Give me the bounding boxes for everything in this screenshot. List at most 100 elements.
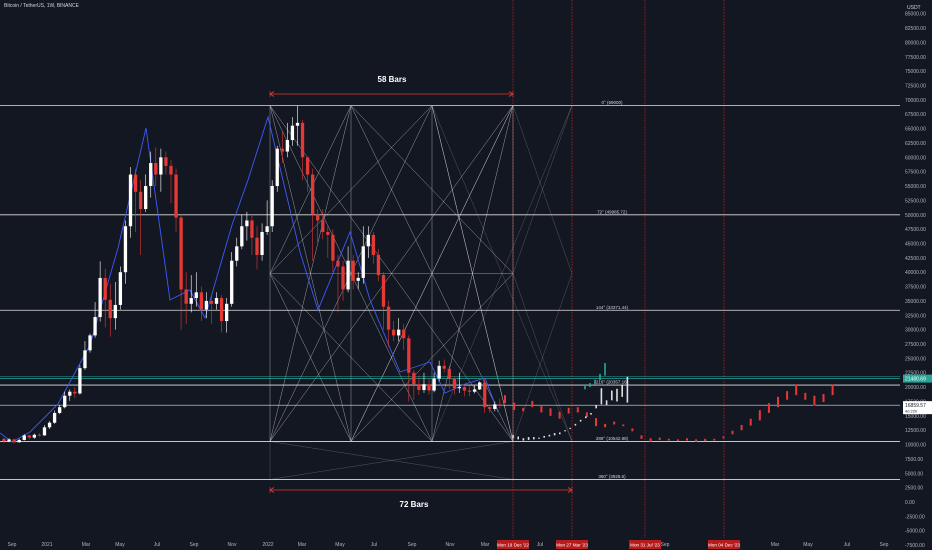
gann-line — [269, 273, 352, 442]
candle-body — [83, 350, 87, 369]
projection-bar — [540, 406, 543, 413]
candle-body — [93, 317, 97, 336]
projection-bar — [604, 423, 607, 428]
price-tick: 37500.00 — [905, 285, 926, 291]
time-tick: Jul — [844, 542, 850, 548]
candle-body — [305, 157, 310, 175]
price-tick: 50000.00 — [905, 213, 926, 219]
projection-bar — [548, 434, 551, 437]
candle-body — [331, 234, 335, 261]
projection-bar — [749, 418, 752, 426]
candle-body — [219, 298, 224, 322]
price-tick: 5000.00 — [905, 471, 923, 477]
projection-bar — [613, 421, 616, 425]
fib-label: 288° (10542.88) — [596, 436, 629, 441]
gann-line — [431, 105, 514, 442]
projection-bar — [595, 418, 597, 427]
price-tick: 82500.00 — [905, 26, 926, 32]
projection-bar — [567, 407, 570, 414]
candle-body — [417, 384, 421, 390]
candle-body — [437, 365, 441, 379]
candle-body — [199, 292, 203, 310]
candle-body — [391, 329, 396, 336]
projection-bar — [740, 425, 743, 431]
time-tick: May — [335, 542, 345, 548]
candle-body — [144, 186, 148, 210]
gann-line — [512, 273, 573, 442]
projection-bar — [786, 391, 789, 400]
projection-bar — [686, 438, 688, 441]
price-tick: 10000.00 — [905, 443, 926, 449]
candle-body — [88, 335, 92, 351]
fib-label: 72° (49985.72) — [597, 209, 627, 214]
projection-bar — [576, 407, 579, 413]
price-tick: 30000.00 — [905, 328, 926, 334]
projection-bar — [512, 434, 514, 439]
price-tick: 7500.00 — [905, 457, 923, 463]
candle-body — [493, 404, 497, 409]
candle-body — [47, 422, 52, 428]
projection-bar — [558, 411, 561, 419]
candle-body — [189, 298, 193, 304]
projection-bar — [649, 438, 652, 442]
candle-body — [356, 277, 360, 281]
projection-bar — [626, 376, 629, 403]
candle-body — [341, 266, 345, 290]
gann-line — [350, 105, 514, 442]
price-tick: 55000.00 — [905, 184, 926, 190]
date-flag-text: Mon 27 Mar '23 — [556, 543, 588, 548]
price-tick: 45000.00 — [905, 241, 926, 247]
candle-body — [250, 220, 254, 238]
candle-body — [452, 378, 456, 389]
projection-bar — [504, 395, 506, 404]
candle-body — [209, 300, 214, 304]
time-tick: Sep — [408, 542, 417, 548]
bars-range-top — [269, 91, 514, 97]
candles — [2, 105, 502, 444]
price-tick: 77500.00 — [905, 55, 926, 61]
candle-body — [427, 384, 431, 391]
projection-bar — [569, 427, 571, 430]
projection-bar — [704, 438, 707, 442]
fib-label: 360° (3928.6) — [598, 474, 626, 479]
candle-body — [275, 148, 279, 187]
candle-body — [265, 226, 269, 232]
price-tick: 42500.00 — [905, 256, 926, 262]
projection-bar — [640, 435, 643, 439]
candle-body — [285, 140, 290, 152]
projection-bar — [590, 412, 592, 415]
projection-bar — [585, 412, 588, 417]
projection-bar — [795, 384, 798, 396]
time-tick: Sep — [880, 542, 889, 548]
candle-body — [371, 234, 376, 255]
time-tick: Nov — [228, 542, 237, 548]
candle-body — [245, 220, 249, 227]
candle-body — [32, 434, 37, 438]
candle-body — [280, 148, 284, 152]
price-tick: 62500.00 — [905, 141, 926, 147]
time-tick: Nov — [446, 542, 455, 548]
projection-bar — [777, 396, 779, 408]
projection-bar — [538, 437, 540, 439]
candle-body — [483, 382, 487, 408]
price-tick: 0.00 — [905, 500, 915, 506]
bars-range-bottom — [269, 487, 573, 493]
projection-bar — [767, 403, 770, 413]
gann-line — [512, 105, 573, 274]
candle-body — [381, 275, 386, 307]
candle-body — [103, 277, 107, 300]
time-tick: May — [803, 542, 813, 548]
price-tick: 2500.00 — [905, 486, 923, 492]
candle-body — [235, 246, 239, 261]
time-tick: 2021 — [41, 542, 52, 548]
time-tick: 2022 — [262, 542, 273, 548]
price-tick: 67500.00 — [905, 112, 926, 118]
candle-body — [12, 439, 16, 443]
gann-line — [269, 273, 433, 442]
fib-levels: 0° (69000) 72° (49985.72) 144° (33371.44) 2… — [0, 100, 900, 480]
projection-bar — [813, 395, 816, 406]
projection-bar — [531, 400, 534, 408]
projection-bar — [611, 390, 613, 401]
